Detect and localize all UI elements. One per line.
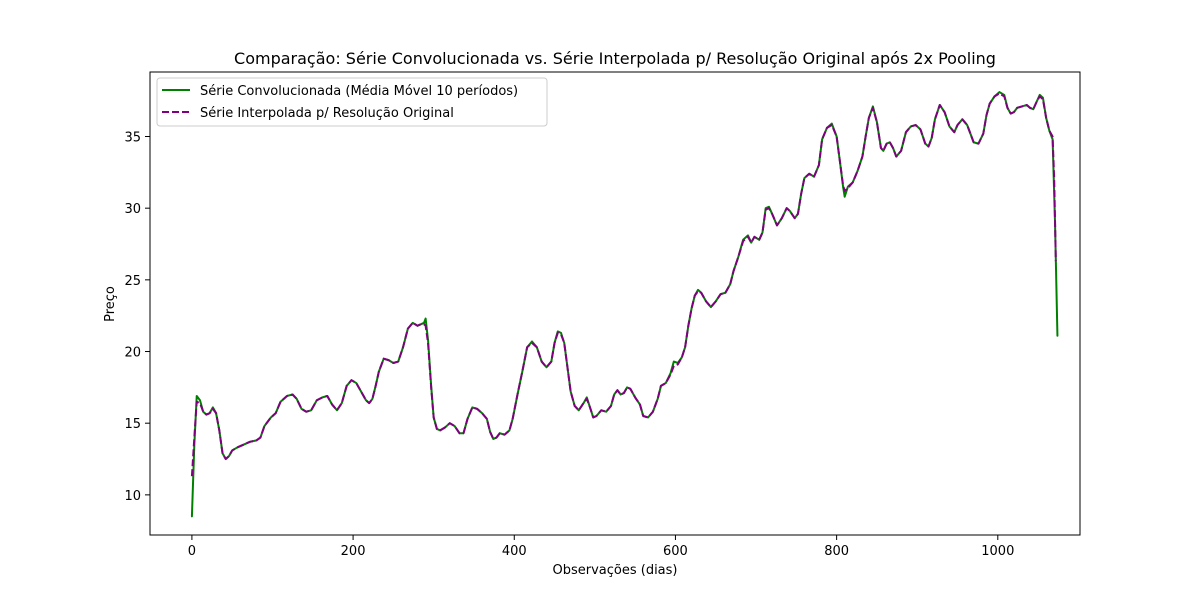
- y-axis-label: Preço: [103, 286, 118, 322]
- y-tick-label: 35: [124, 131, 141, 146]
- y-tick-label: 10: [124, 489, 141, 504]
- legend: Série Convolucionada (Média Móvel 10 per…: [156, 77, 548, 127]
- axes-frame: [149, 71, 1081, 536]
- x-tick-label: 1000: [981, 544, 1014, 559]
- x-tick-label: 400: [502, 544, 527, 559]
- legend-label-convolved: Série Convolucionada (Média Móvel 10 per…: [200, 84, 518, 99]
- x-axis-ticks: 0 200 400 600 800 1000: [188, 535, 1014, 559]
- series-line-interpolated: [190, 92, 1057, 477]
- chart-title: Comparação: Série Convolucionada vs. Sér…: [234, 49, 996, 68]
- series-group: [190, 91, 1059, 518]
- legend-label-interpolated: Série Interpolada p/ Resolução Original: [200, 106, 454, 121]
- y-tick-label: 15: [124, 417, 141, 432]
- x-tick-label: 600: [663, 544, 688, 559]
- y-tick-label: 30: [124, 202, 141, 217]
- plot-area: [149, 71, 1081, 536]
- x-axis-label: Observações (dias): [552, 563, 677, 578]
- y-tick-label: 25: [124, 274, 141, 289]
- y-axis-ticks: 10 15 20 25 30 35: [124, 131, 150, 504]
- x-tick-label: 200: [341, 544, 366, 559]
- x-tick-label: 0: [188, 544, 196, 559]
- x-tick-label: 800: [824, 544, 849, 559]
- y-tick-label: 20: [124, 346, 141, 361]
- legend-box: [156, 77, 548, 127]
